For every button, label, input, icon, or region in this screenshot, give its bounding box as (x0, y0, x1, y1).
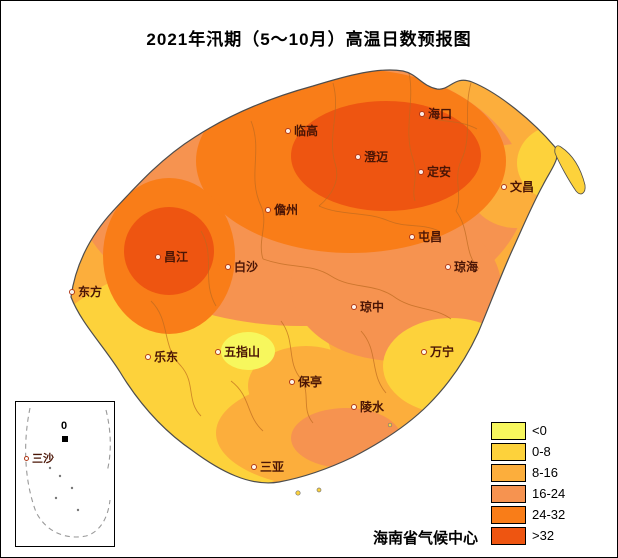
city-marker-icon (421, 348, 427, 355)
inset-map-south-china-sea: 0 三沙 (15, 401, 115, 547)
city-name: 保亭 (298, 375, 323, 389)
city-name: 万宁 (430, 345, 455, 359)
city-marker-icon (409, 233, 415, 240)
legend-row: >32 (491, 525, 565, 546)
city-label-wenchang: 文昌 (501, 178, 534, 195)
inset-scale-mark (62, 436, 68, 442)
inset-scale-label: 0 (61, 420, 68, 432)
city-label-baisha: 白沙 (225, 258, 258, 275)
city-label-changjiang: 昌江 (155, 248, 188, 265)
legend-label: 0-8 (532, 444, 551, 459)
inset-dash-boundary (25, 407, 111, 538)
city-marker-icon (418, 168, 424, 175)
zone-gt32-north (291, 101, 481, 211)
city-label-tunchang: 屯昌 (409, 228, 442, 245)
city-marker-icon (145, 353, 151, 360)
city-name: 澄迈 (364, 150, 389, 164)
city-name: 海口 (428, 107, 453, 121)
city-label-dingan: 定安 (418, 163, 451, 180)
city-marker-icon (225, 263, 231, 270)
city-label-sanya: 三亚 (251, 458, 284, 475)
city-marker-icon (445, 263, 451, 270)
credit: 海南省气候中心 (373, 530, 479, 547)
city-marker-icon (155, 253, 161, 260)
coastline (70, 69, 558, 484)
city-marker-icon (24, 455, 29, 461)
city-label-lingao: 临高 (285, 122, 318, 139)
city-name: 定安 (427, 165, 452, 179)
city-name: 昌江 (164, 250, 189, 264)
city-marker-icon (251, 463, 257, 470)
city-name: 三沙 (32, 453, 54, 465)
legend-row: 16-24 (491, 483, 565, 504)
city-marker-icon (215, 348, 221, 355)
zone-0-8-northeast-tip (517, 125, 558, 201)
city-marker-icon (501, 183, 507, 190)
zone-0-8-wanning (383, 318, 519, 414)
city-label-sansha: 三沙 (24, 450, 54, 466)
city-marker-icon (351, 303, 357, 310)
county-boundaries (150, 72, 480, 432)
city-label-qionghai: 琼海 (445, 258, 478, 275)
city-name: 琼中 (360, 300, 385, 314)
city-name: 五指山 (224, 345, 261, 359)
northeast-islet (554, 145, 586, 195)
city-label-ledong: 乐东 (145, 348, 178, 365)
city-marker-icon (69, 288, 75, 295)
zone-gt32-west (124, 207, 214, 295)
city-marker-icon (289, 378, 295, 385)
zone-lt0-wuzhishan (221, 332, 275, 370)
legend-label: <0 (532, 423, 547, 438)
city-name: 文昌 (510, 180, 535, 194)
city-label-qiongzhong: 琼中 (351, 298, 384, 315)
offshore-islet (316, 487, 322, 493)
legend-swatch (491, 442, 526, 461)
legend: <0 0-8 8-16 16-24 24-32 >32 (491, 420, 565, 546)
legend-swatch (491, 484, 526, 503)
map-title: 2021年汛期（5～10月）高温日数预报图 (146, 30, 472, 49)
legend-label: 16-24 (532, 486, 566, 501)
city-label-baoting: 保亭 (289, 373, 322, 390)
legend-label: 24-32 (532, 507, 566, 522)
offshore-islet (295, 490, 301, 496)
legend-row: <0 (491, 420, 565, 441)
city-name: 乐东 (154, 350, 179, 364)
city-label-wuzhishan: 五指山 (215, 343, 260, 360)
city-label-wanning: 万宁 (421, 343, 454, 360)
city-name: 白沙 (234, 260, 259, 274)
zone-16-24-south-tip (291, 408, 401, 468)
city-name: 东方 (78, 285, 103, 299)
legend-swatch (491, 421, 526, 440)
legend-row: 8-16 (491, 462, 565, 483)
offshore-islet (387, 422, 393, 428)
city-name: 琼海 (454, 260, 479, 274)
city-marker-icon (351, 403, 357, 410)
city-label-lingshui: 陵水 (351, 398, 384, 415)
city-label-haikou: 海口 (419, 105, 452, 122)
legend-label: >32 (532, 528, 555, 543)
city-label-danzhou: 儋州 (265, 201, 298, 218)
legend-label: 8-16 (532, 465, 559, 480)
city-marker-icon (285, 127, 291, 134)
city-label-chengmai: 澄迈 (355, 148, 388, 165)
legend-row: 24-32 (491, 504, 565, 525)
city-marker-icon (265, 206, 271, 213)
city-name: 三亚 (260, 460, 285, 474)
city-name: 儋州 (274, 203, 299, 217)
city-name: 屯昌 (418, 230, 443, 244)
city-marker-icon (355, 153, 361, 160)
city-marker-icon (419, 110, 425, 117)
legend-row: 0-8 (491, 441, 565, 462)
legend-swatch (491, 526, 526, 545)
legend-swatch (491, 463, 526, 482)
city-name: 临高 (294, 124, 319, 138)
legend-swatch (491, 505, 526, 524)
city-name: 陵水 (360, 400, 385, 414)
zone-8-16-baoting (248, 346, 364, 426)
city-label-dongfang: 东方 (69, 283, 102, 300)
